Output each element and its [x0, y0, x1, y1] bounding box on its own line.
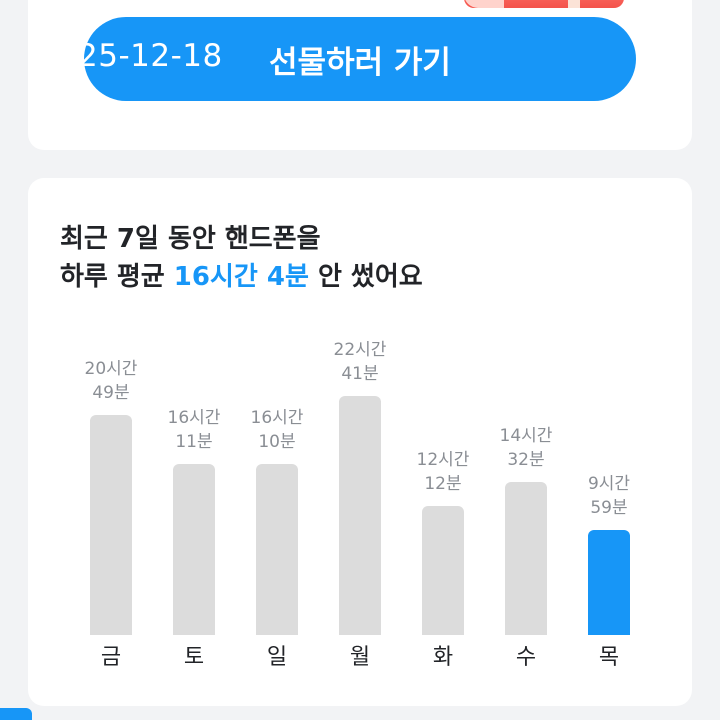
corner-badge — [0, 708, 32, 720]
bar-value-label: 20시간 49분 — [61, 357, 161, 405]
bar-value-hours: 16시간 — [250, 408, 304, 428]
day-label: 일 — [266, 645, 288, 670]
headline-average: 16시간 4분 — [173, 262, 309, 292]
day-label: 월 — [349, 645, 371, 670]
bar — [588, 530, 630, 635]
bar-value-minutes: 12분 — [424, 474, 462, 494]
day-label: 화 — [432, 645, 454, 670]
bar — [339, 396, 381, 635]
bar-value-label: 12시간 12분 — [393, 448, 493, 496]
bar-value-minutes: 49분 — [92, 383, 130, 403]
usage-headline: 최근 7일 동안 핸드폰을 하루 평균 16시간 4분 안 썼어요 — [60, 220, 423, 296]
bar-value-hours: 12시간 — [416, 450, 470, 470]
headline-suffix: 안 썼어요 — [308, 262, 423, 292]
bar-value-label: 16시간 11분 — [144, 406, 244, 454]
gift-box-shade — [464, 0, 504, 8]
headline-line2: 하루 평균 16시간 4분 안 썼어요 — [60, 258, 423, 296]
bar-value-hours: 20시간 — [84, 359, 138, 379]
bar — [90, 415, 132, 635]
bar — [422, 506, 464, 635]
go-gift-button-label: 선물하러 가기 — [269, 44, 451, 81]
bar-value-minutes: 59분 — [590, 498, 628, 518]
date-overlay: 25-12-18 — [78, 38, 223, 74]
bar-value-label: 16시간 10분 — [227, 406, 327, 454]
bar-value-minutes: 10분 — [258, 432, 296, 452]
bar-value-minutes: 32분 — [507, 450, 545, 470]
bar — [173, 464, 215, 635]
bar — [505, 482, 547, 635]
bar-value-hours: 16시간 — [167, 408, 221, 428]
usage-stats-card: 최근 7일 동안 핸드폰을 하루 평균 16시간 4분 안 썼어요 20시간 49… — [28, 178, 692, 706]
day-label: 목 — [598, 645, 620, 670]
day-label: 토 — [183, 645, 205, 670]
bar-value-minutes: 11분 — [175, 432, 213, 452]
bar-value-minutes: 41분 — [341, 364, 379, 384]
day-label: 금 — [100, 645, 122, 670]
headline-line1: 최근 7일 동안 핸드폰을 — [60, 224, 321, 254]
bar-value-label: 9시간 59분 — [559, 472, 659, 520]
bar-value-hours: 9시간 — [587, 474, 631, 494]
bar-value-hours: 22시간 — [333, 340, 387, 360]
bar-value-hours: 14시간 — [499, 426, 553, 446]
gift-ribbon — [568, 0, 580, 8]
go-gift-button[interactable]: 선물하러 가기 — [84, 17, 636, 101]
bar-value-label: 14시간 32분 — [476, 424, 576, 472]
day-label: 수 — [515, 645, 537, 670]
gift-box-illustration — [464, 0, 624, 8]
bar — [256, 464, 298, 635]
gift-box — [464, 0, 624, 8]
headline-prefix: 하루 평균 — [60, 262, 174, 292]
bar-value-label: 22시간 41분 — [310, 338, 410, 386]
